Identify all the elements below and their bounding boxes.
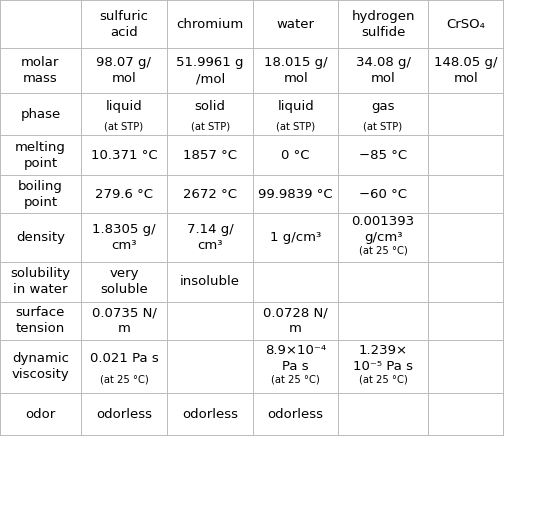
Text: density: density bbox=[16, 231, 65, 244]
Text: 18.015 g/
mol: 18.015 g/ mol bbox=[264, 56, 328, 85]
Text: solubility
in water: solubility in water bbox=[10, 267, 70, 296]
Text: −60 °C: −60 °C bbox=[359, 188, 407, 201]
Text: (at 25 °C): (at 25 °C) bbox=[271, 375, 320, 384]
Text: surface
tension: surface tension bbox=[16, 307, 65, 335]
Text: liquid: liquid bbox=[277, 100, 314, 113]
Text: 7.14 g/
cm³: 7.14 g/ cm³ bbox=[187, 223, 234, 252]
Text: dynamic
viscosity: dynamic viscosity bbox=[11, 352, 69, 381]
Text: 1.8305 g/
cm³: 1.8305 g/ cm³ bbox=[92, 223, 156, 252]
Text: 0.021 Pa s: 0.021 Pa s bbox=[90, 353, 158, 365]
Text: (at 25 °C): (at 25 °C) bbox=[99, 375, 149, 384]
Text: 8.9×10⁻⁴
Pa s: 8.9×10⁻⁴ Pa s bbox=[265, 344, 326, 374]
Text: 0.0728 N/
m: 0.0728 N/ m bbox=[263, 307, 328, 335]
Text: −85 °C: −85 °C bbox=[359, 149, 407, 162]
Text: (at 25 °C): (at 25 °C) bbox=[359, 375, 407, 384]
Text: 99.9839 °C: 99.9839 °C bbox=[258, 188, 333, 201]
Text: odor: odor bbox=[25, 408, 56, 421]
Text: (at STP): (at STP) bbox=[364, 122, 402, 132]
Text: solid: solid bbox=[195, 100, 225, 113]
Text: CrSO₄: CrSO₄ bbox=[446, 17, 485, 31]
Text: gas: gas bbox=[371, 100, 395, 113]
Text: molar
mass: molar mass bbox=[21, 56, 60, 85]
Text: 279.6 °C: 279.6 °C bbox=[95, 188, 153, 201]
Text: boiling
point: boiling point bbox=[18, 180, 63, 208]
Text: chromium: chromium bbox=[176, 17, 244, 31]
Text: 0 °C: 0 °C bbox=[281, 149, 310, 162]
Text: 148.05 g/
mol: 148.05 g/ mol bbox=[434, 56, 497, 85]
Text: (at STP): (at STP) bbox=[104, 122, 144, 132]
Text: 98.07 g/
mol: 98.07 g/ mol bbox=[97, 56, 151, 85]
Text: (at STP): (at STP) bbox=[191, 122, 230, 132]
Text: hydrogen
sulfide: hydrogen sulfide bbox=[351, 10, 415, 38]
Text: (at 25 °C): (at 25 °C) bbox=[359, 245, 407, 255]
Text: very
soluble: very soluble bbox=[100, 267, 148, 296]
Text: (at STP): (at STP) bbox=[276, 122, 315, 132]
Text: sulfuric
acid: sulfuric acid bbox=[99, 10, 149, 38]
Text: 2672 °C: 2672 °C bbox=[183, 188, 237, 201]
Text: 51.9961 g
/mol: 51.9961 g /mol bbox=[176, 56, 244, 85]
Text: 0.001393
g/cm³: 0.001393 g/cm³ bbox=[352, 215, 414, 244]
Text: water: water bbox=[277, 17, 314, 31]
Text: liquid: liquid bbox=[105, 100, 143, 113]
Text: 1 g/cm³: 1 g/cm³ bbox=[270, 231, 321, 244]
Text: insoluble: insoluble bbox=[180, 275, 240, 288]
Text: odorless: odorless bbox=[182, 408, 238, 421]
Text: 10.371 °C: 10.371 °C bbox=[91, 149, 157, 162]
Text: phase: phase bbox=[20, 108, 61, 121]
Text: melting
point: melting point bbox=[15, 141, 66, 170]
Text: 1.239×
10⁻⁵ Pa s: 1.239× 10⁻⁵ Pa s bbox=[353, 344, 413, 374]
Text: odorless: odorless bbox=[96, 408, 152, 421]
Text: odorless: odorless bbox=[268, 408, 324, 421]
Text: 0.0735 N/
m: 0.0735 N/ m bbox=[92, 307, 156, 335]
Text: 34.08 g/
mol: 34.08 g/ mol bbox=[355, 56, 411, 85]
Text: 1857 °C: 1857 °C bbox=[183, 149, 237, 162]
